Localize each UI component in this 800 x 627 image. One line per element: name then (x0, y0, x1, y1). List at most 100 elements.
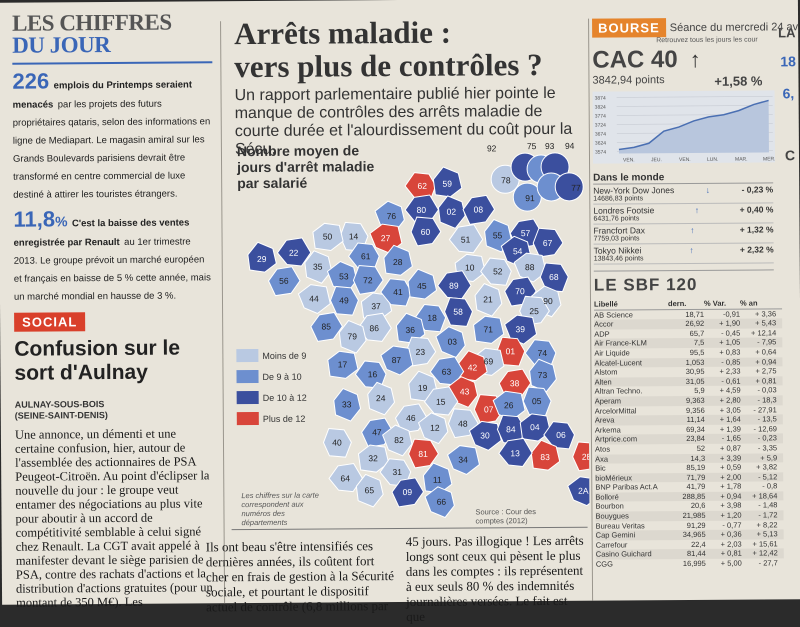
stock-name: BNP Paribas Act.A (595, 482, 658, 492)
stock-value: 69,34 (686, 424, 705, 434)
department-35 (304, 250, 333, 284)
stock-value: + 12,14 (750, 328, 777, 338)
stock-value: 34,965 (682, 530, 706, 540)
main-article-header: Arrêts maladie : vers plus de contrôles … (234, 15, 585, 159)
world-index-row: Francfort Dax 7759,03 points ↑ + 1,32 % (593, 223, 774, 245)
department-79 (338, 319, 367, 354)
stock-name: Alcatel-Lucent (594, 357, 642, 368)
stock-name: Arkema (594, 425, 621, 435)
index-name: Francfort Dax (593, 225, 646, 236)
stock-value: 91,29 (686, 520, 706, 530)
index-points: 6431,76 points (593, 215, 640, 223)
department-label: 49 (339, 295, 349, 305)
stock-name: ADP (594, 329, 610, 339)
main-title-line2: vers plus de contrôles ? (234, 46, 543, 85)
department-label: 29 (257, 254, 267, 264)
y-tick-label: 3774 (595, 114, 606, 120)
column-rule (220, 21, 226, 604)
department-44 (297, 284, 331, 315)
idf-label: 91 (525, 193, 535, 203)
stock-value: - 0,8 (762, 481, 778, 491)
world-index-row: Tokyo Nikkei 13843,46 points ↑ + 2,32 % (593, 243, 774, 265)
department-label: 69 (484, 356, 494, 366)
x-tick-label: VEN. (623, 157, 635, 163)
stock-name: CGG (595, 559, 613, 569)
social-tag: SOCIAL (14, 312, 86, 332)
department-24 (367, 381, 396, 416)
stock-value: - 5,12 (758, 472, 778, 482)
stock-value: + 2,00 (720, 472, 742, 482)
edge-text: C (784, 147, 796, 164)
department-73 (529, 358, 557, 393)
stock-name: Air Liquide (594, 348, 630, 358)
department-label: 48 (458, 419, 468, 429)
department-03 (435, 326, 466, 359)
stock-value: - 0,03 (757, 385, 777, 395)
department-04 (519, 413, 551, 442)
department-22 (276, 237, 312, 267)
department-label: 2A (578, 486, 589, 496)
department-label: 07 (484, 404, 494, 414)
department-label: 82 (394, 435, 404, 445)
department-02 (437, 195, 466, 229)
edge-text: 18 (780, 53, 796, 70)
department-87 (380, 345, 414, 376)
legend-item: De 10 à 12 (236, 390, 307, 405)
stock-name: Bouygues (595, 511, 629, 521)
department-label: 47 (372, 427, 382, 437)
department-label: 31 (392, 467, 402, 477)
department-label: 13 (510, 448, 520, 458)
department-label: 52 (493, 266, 503, 276)
legend-swatch (236, 390, 259, 405)
stock-value: + 3,36 (755, 308, 777, 319)
x-tick-label: LUN. (707, 157, 718, 163)
stock-value: - 7,95 (757, 337, 777, 347)
column-header: % an (739, 298, 758, 308)
stock-value: 31,05 (685, 376, 705, 386)
stock-value: + 0,81 (720, 549, 742, 559)
stock-value: 26,92 (685, 319, 705, 329)
main-title: Arrêts maladie : vers plus de contrôles … (234, 15, 584, 85)
department-label: 45 (417, 281, 427, 291)
world-index-row: New-York Dow Jones 14686,83 points ↓ - 0,23… (593, 183, 774, 205)
stock-value: 23,84 (686, 434, 706, 444)
stock-value: + 4,59 (719, 385, 741, 396)
stock-name: Bolloré (595, 492, 619, 502)
department-label: 44 (309, 294, 319, 304)
department-label: 71 (483, 324, 493, 334)
department-label: 03 (448, 337, 458, 347)
stock-value: 9,363 (685, 395, 705, 405)
x-tick-label: MER. (763, 156, 775, 162)
department-40 (322, 427, 352, 458)
department-51 (448, 224, 484, 254)
stock-value: + 3,05 (719, 405, 741, 415)
department-2B (572, 441, 590, 472)
department-30 (468, 420, 502, 451)
department-label: 72 (363, 275, 373, 285)
stock-name: Bourbon (595, 501, 624, 512)
department-label: 27 (381, 233, 391, 243)
department-68 (539, 262, 569, 293)
department-39 (504, 314, 538, 345)
department-label: 18 (427, 313, 437, 323)
department-71 (473, 315, 505, 344)
department-label: 61 (361, 251, 371, 261)
sbf-header: LE SBF 120 (593, 269, 774, 296)
department-13 (498, 437, 533, 467)
department-label: 37 (371, 301, 381, 311)
article-body: Une annonce, un démenti et une certaine … (14, 426, 213, 610)
dateline: AULNAY-SOUS-BOIS (SEINE-SAINT-DENIS) (14, 399, 108, 421)
stock-value: 65,7 (689, 328, 705, 338)
stock-name: Bureau Veritas (595, 520, 645, 531)
department-label: 86 (369, 323, 379, 333)
department-label: 02 (447, 207, 457, 217)
department-label: 73 (538, 370, 548, 380)
department-label: 26 (504, 400, 514, 410)
stock-value: + 2,75 (755, 366, 777, 376)
department-52 (480, 257, 512, 286)
department-label: 70 (515, 286, 525, 296)
stock-value: + 0,81 (755, 376, 777, 386)
x-tick-label: JEU. (651, 157, 662, 163)
body-left: Ils ont beau s'être intensifiés ces dern… (205, 538, 395, 615)
department-label: 32 (368, 453, 378, 463)
